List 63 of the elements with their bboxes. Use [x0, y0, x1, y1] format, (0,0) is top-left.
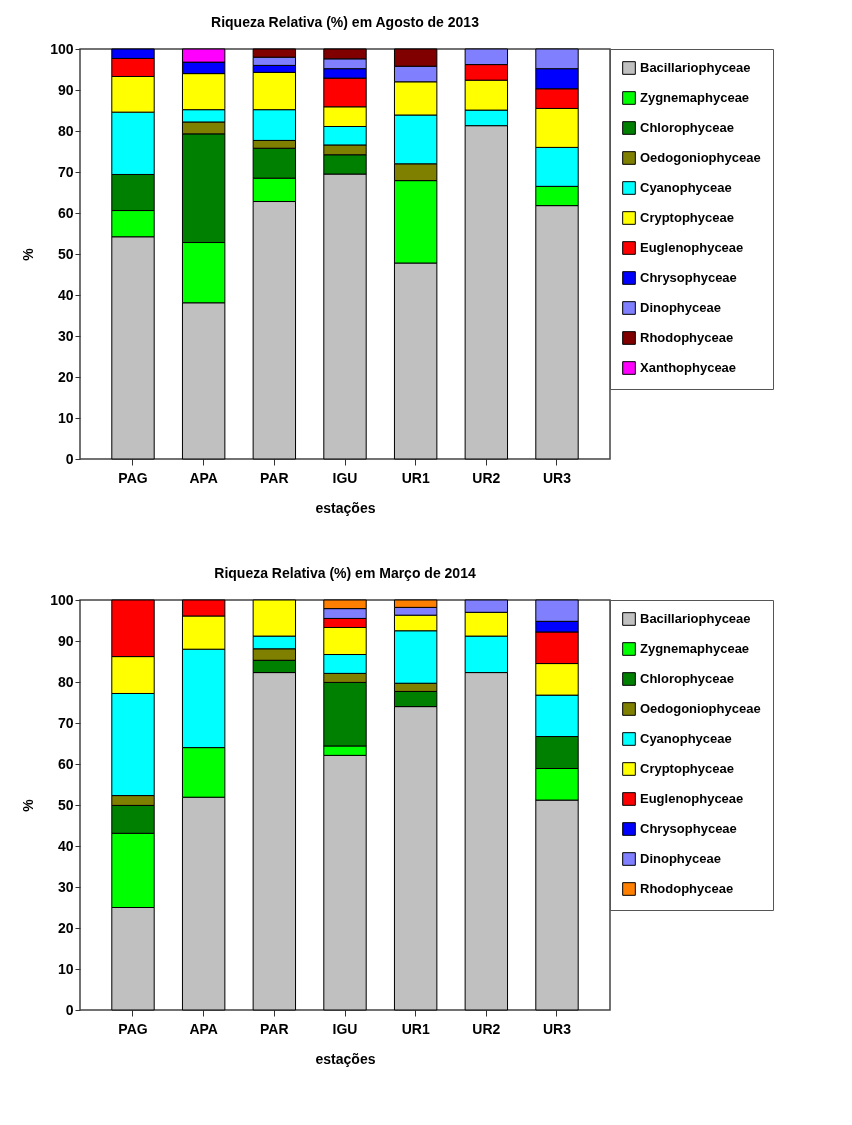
legend-label: Euglenophyceae — [640, 240, 744, 255]
x-axis-title: estações — [315, 1050, 376, 1067]
x-axis-title: estações — [315, 499, 376, 516]
y-tick-label: 0 — [65, 1001, 74, 1018]
x-tick-label: UR3 — [542, 469, 572, 486]
legend-label: Chlorophyceae — [640, 120, 734, 135]
legend-label: Cryptophyceae — [640, 761, 734, 776]
legend-label: Dinophyceae — [640, 300, 721, 315]
y-tick-label: 10 — [57, 409, 74, 426]
x-tick-label: UR1 — [401, 469, 430, 486]
x-tick-label: PAR — [260, 1020, 289, 1037]
y-axis-title: % — [20, 798, 37, 812]
y-axis-title: % — [20, 247, 37, 261]
y-tick-label: 10 — [57, 960, 74, 977]
legend-label: Xanthophyceae — [640, 360, 737, 375]
x-tick-label: UR2 — [472, 1020, 501, 1037]
y-tick-label: 60 — [57, 755, 74, 772]
legend-label: Cryptophyceae — [640, 210, 734, 225]
legend-label: Rhodophyceae — [640, 881, 734, 896]
y-tick-label: 80 — [57, 673, 74, 690]
y-tick-label: 90 — [57, 632, 74, 649]
legend-label: Euglenophyceae — [640, 791, 744, 806]
y-tick-label: 50 — [57, 245, 74, 262]
y-tick-label: 30 — [57, 878, 74, 895]
y-tick-label: 40 — [57, 286, 74, 303]
legend-label: Oedogoniophyceae — [640, 150, 761, 165]
legend-label: Cyanophyceae — [640, 180, 732, 195]
legend-label: Chrysophyceae — [640, 270, 737, 285]
y-tick-label: 100 — [50, 40, 74, 57]
chart-title: Riqueza Relativa (%) em Março de 2014 — [214, 565, 476, 581]
y-tick-label: 80 — [57, 122, 74, 139]
legend-label: Zygnemaphyceae — [640, 90, 750, 105]
x-tick-label: PAG — [118, 469, 148, 486]
x-tick-label: UR1 — [401, 1020, 430, 1037]
y-tick-label: 70 — [57, 163, 74, 180]
legend-label: Rhodophyceae — [640, 330, 734, 345]
x-tick-label: IGU — [332, 469, 358, 486]
y-tick-label: 20 — [57, 368, 74, 385]
legend-label: Cyanophyceae — [640, 731, 732, 746]
y-tick-label: 60 — [57, 204, 74, 221]
y-tick-label: 90 — [57, 81, 74, 98]
legend-label: Chlorophyceae — [640, 671, 734, 686]
legend-label: Zygnemaphyceae — [640, 641, 750, 656]
x-tick-label: IGU — [332, 1020, 358, 1037]
x-tick-label: APA — [189, 1020, 218, 1037]
legend-label: Chrysophyceae — [640, 821, 737, 836]
y-tick-label: 0 — [65, 450, 74, 467]
x-tick-label: UR2 — [472, 469, 501, 486]
legend-label: Dinophyceae — [640, 851, 721, 866]
legend-label: Oedogoniophyceae — [640, 701, 761, 716]
y-tick-label: 20 — [57, 919, 74, 936]
x-tick-label: APA — [189, 469, 218, 486]
y-tick-label: 100 — [50, 591, 74, 608]
y-tick-label: 70 — [57, 714, 74, 731]
y-tick-label: 40 — [57, 837, 74, 854]
y-tick-label: 50 — [57, 796, 74, 813]
y-tick-label: 30 — [57, 327, 74, 344]
legend-label: Bacillariophyceae — [640, 611, 751, 626]
x-tick-label: PAG — [118, 1020, 148, 1037]
legend-label: Bacillariophyceae — [640, 60, 751, 75]
x-tick-label: UR3 — [542, 1020, 572, 1037]
x-tick-label: PAR — [260, 469, 289, 486]
chart-title: Riqueza Relativa (%) em Agosto de 2013 — [211, 14, 480, 30]
